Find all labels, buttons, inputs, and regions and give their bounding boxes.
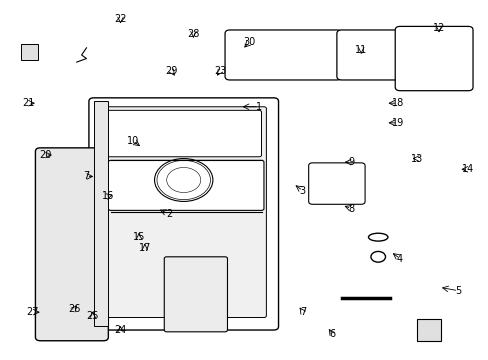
Text: 12: 12 [432,23,444,33]
Text: 11: 11 [354,45,366,55]
Text: 22: 22 [114,14,126,24]
Text: 5: 5 [454,286,461,296]
Text: 25: 25 [86,311,99,321]
Text: 14: 14 [461,164,473,174]
Text: 9: 9 [347,157,354,167]
Text: 23: 23 [214,66,226,76]
FancyBboxPatch shape [336,30,453,80]
FancyBboxPatch shape [164,257,227,332]
Text: 16: 16 [102,191,114,201]
Text: 13: 13 [410,154,423,163]
Text: 18: 18 [391,98,403,108]
Text: 6: 6 [328,329,334,339]
Text: 3: 3 [299,186,305,196]
Text: 26: 26 [68,303,81,314]
FancyBboxPatch shape [308,163,365,204]
Text: 29: 29 [165,66,178,76]
Text: 2: 2 [165,209,172,219]
Text: 8: 8 [347,203,354,213]
Bar [94,102,108,327]
Text: 7: 7 [83,171,89,181]
FancyBboxPatch shape [35,148,108,341]
FancyBboxPatch shape [224,30,341,80]
Text: 19: 19 [391,118,403,128]
Text: 10: 10 [126,136,139,146]
Text: 15: 15 [133,232,145,242]
Text: 27: 27 [27,307,39,317]
Text: 21: 21 [22,98,34,108]
Text: 24: 24 [114,325,126,335]
Text: 28: 28 [187,28,199,39]
Text: 30: 30 [243,37,255,48]
Text: 20: 20 [39,150,51,160]
Bar [416,319,441,341]
FancyBboxPatch shape [108,160,264,210]
FancyBboxPatch shape [101,107,266,318]
Text: 4: 4 [396,253,402,264]
Text: 1: 1 [256,102,262,112]
Text: 17: 17 [139,243,151,253]
Text: 7: 7 [299,307,305,317]
FancyBboxPatch shape [89,98,278,330]
FancyBboxPatch shape [394,26,472,91]
Bar [21,44,38,60]
FancyBboxPatch shape [106,111,261,157]
